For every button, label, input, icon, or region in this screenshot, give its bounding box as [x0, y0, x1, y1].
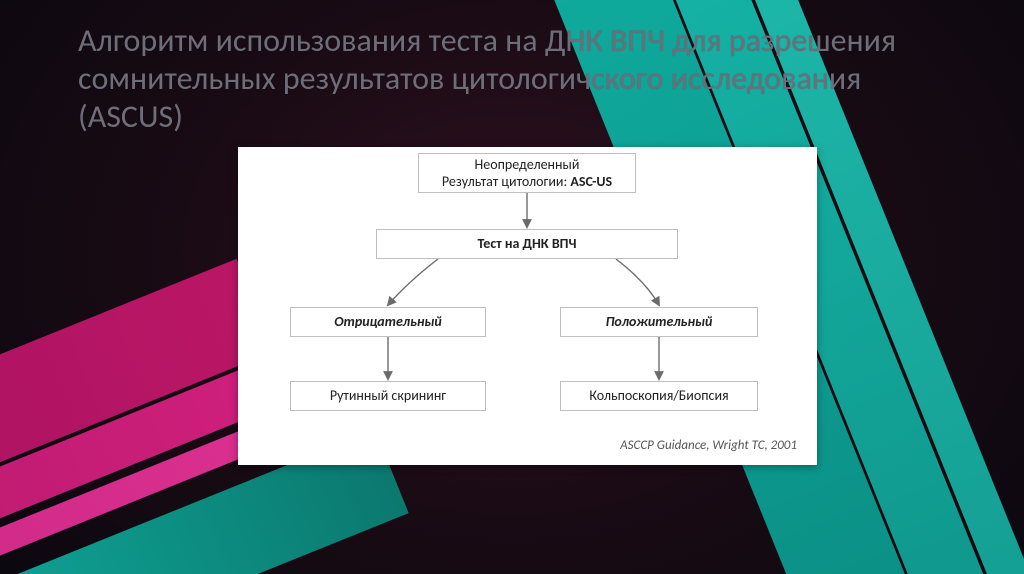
- node-hpv-test: Тест на ДНК ВПЧ: [376, 229, 678, 259]
- node-ascus-line2-prefix: Результат цитологии:: [442, 173, 571, 190]
- flowchart-card: Неопределенный Результат цитологии: ASC-…: [238, 147, 817, 465]
- flowchart-arrows: [238, 147, 817, 465]
- node-ascus: Неопределенный Результат цитологии: ASC-…: [418, 153, 636, 193]
- node-routine-screening-label: Рутинный скрининг: [330, 387, 446, 405]
- node-positive-label: Положительный: [606, 313, 713, 331]
- node-ascus-line2-bold: ASC-US: [570, 173, 612, 190]
- node-routine-screening: Рутинный скрининг: [290, 381, 486, 411]
- node-ascus-line2: Результат цитологии: ASC-US: [427, 173, 627, 191]
- node-colposcopy-biopsy: Кольпоскопия/Биопсия: [560, 381, 758, 411]
- node-ascus-line1: Неопределенный: [427, 156, 627, 174]
- node-positive: Положительный: [560, 307, 758, 337]
- node-hpv-test-label: Тест на ДНК ВПЧ: [478, 235, 577, 253]
- node-negative: Отрицательный: [290, 307, 486, 337]
- node-colposcopy-biopsy-label: Кольпоскопия/Биопсия: [589, 387, 728, 405]
- slide-title: Алгоритм использования теста на ДНК ВПЧ …: [78, 22, 938, 135]
- flowchart-citation: ASCCP Guidance, Wright TC, 2001: [620, 438, 797, 453]
- edge-n2-n3: [388, 259, 438, 305]
- node-negative-label: Отрицательный: [334, 313, 442, 331]
- edge-n2-n4: [616, 259, 659, 305]
